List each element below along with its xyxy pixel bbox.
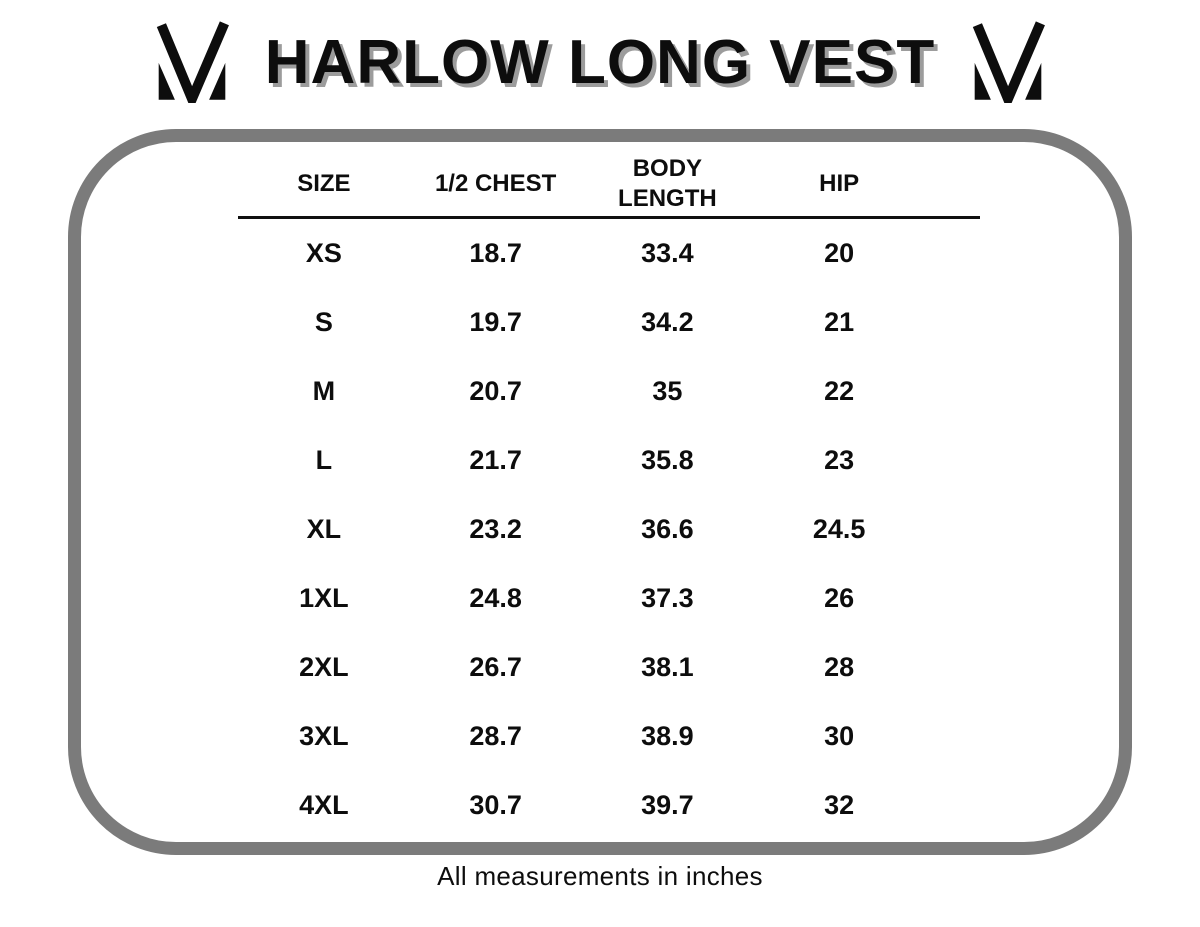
cell-body-length: 38.9	[641, 721, 694, 751]
cell-size: XS	[305, 238, 342, 268]
table-row: S 19.7 34.2 21	[238, 288, 980, 357]
cell-body-length: 39.7	[641, 790, 694, 820]
table-row: M 20.7 35 22	[238, 357, 980, 426]
cell-size: XL	[306, 514, 342, 544]
table-header-row: SIZE 1/2 CHEST BODY LENGTH HIP	[238, 152, 980, 216]
cell-hip: 20	[824, 238, 855, 268]
cell-half-chest: 21.7	[469, 445, 522, 475]
table-row: 4XL 30.7 39.7 32	[238, 771, 980, 840]
table-row: L 21.7 35.8 23	[238, 426, 980, 495]
cell-size: 1XL	[299, 583, 349, 613]
cell-hip: 32	[824, 790, 855, 820]
header-half-chest: 1/2 CHEST	[434, 170, 557, 197]
header-size: SIZE	[297, 170, 351, 197]
title-bar: HARLOW LONG VEST	[0, 14, 1200, 110]
cell-hip: 24.5	[812, 514, 866, 544]
cell-body-length: 33.4	[641, 238, 694, 268]
cell-size: M	[312, 376, 336, 406]
cell-hip: 21	[824, 307, 855, 337]
table-row: 1XL 24.8 37.3 26	[238, 564, 980, 633]
cell-half-chest: 23.2	[469, 514, 522, 544]
brand-m-logo-icon	[963, 21, 1053, 103]
cell-body-length: 36.6	[641, 514, 694, 544]
cell-body-length: 37.3	[641, 583, 694, 613]
footer-note: All measurements in inches	[437, 861, 763, 891]
size-table-body: XS 18.7 33.4 20 S 19.7 34.2 21 M 20.7 35…	[238, 219, 980, 840]
cell-half-chest: 26.7	[469, 652, 522, 682]
table-row: 2XL 26.7 38.1 28	[238, 633, 980, 702]
header-rule	[238, 216, 980, 219]
cell-body-length: 35	[652, 376, 683, 406]
cell-size: L	[315, 445, 333, 475]
cell-size: S	[314, 307, 333, 337]
size-chart-frame	[68, 129, 1132, 855]
page-title: HARLOW LONG VEST	[264, 27, 936, 97]
cell-hip: 28	[824, 652, 855, 682]
table-row: XL 23.2 36.6 24.5	[238, 495, 980, 564]
size-table: SIZE 1/2 CHEST BODY LENGTH HIP XS 18.7 3…	[238, 152, 980, 840]
table-row: 3XL 28.7 38.9 30	[238, 702, 980, 771]
table-row: XS 18.7 33.4 20	[238, 219, 980, 288]
brand-m-logo-icon	[147, 21, 237, 103]
cell-body-length: 38.1	[641, 652, 694, 682]
cell-half-chest: 30.7	[469, 790, 522, 820]
cell-half-chest: 19.7	[469, 307, 522, 337]
cell-hip: 26	[824, 583, 855, 613]
cell-hip: 30	[824, 721, 855, 751]
cell-body-length: 34.2	[641, 307, 694, 337]
cell-hip: 23	[824, 445, 855, 475]
header-body-length: BODY LENGTH	[618, 155, 717, 212]
cell-body-length: 35.8	[641, 445, 694, 475]
cell-half-chest: 28.7	[469, 721, 522, 751]
cell-size: 4XL	[299, 790, 349, 820]
cell-size: 3XL	[299, 721, 349, 751]
cell-hip: 22	[824, 376, 855, 406]
cell-half-chest: 20.7	[469, 376, 522, 406]
cell-half-chest: 24.8	[469, 583, 522, 613]
header-hip: HIP	[819, 170, 860, 197]
cell-size: 2XL	[299, 652, 349, 682]
cell-half-chest: 18.7	[469, 238, 522, 268]
